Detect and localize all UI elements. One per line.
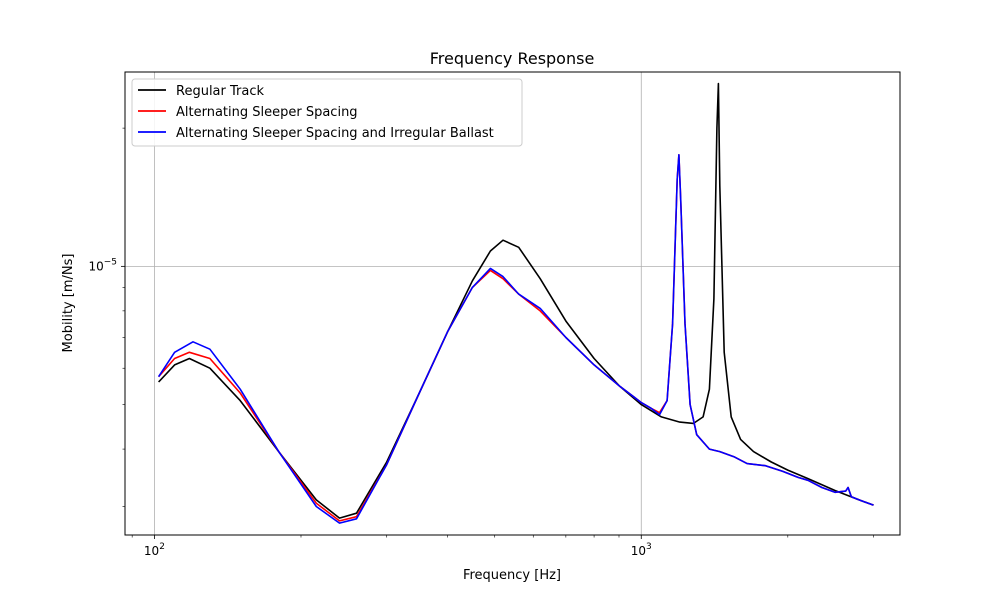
y-axis-label: Mobility [m/Ns] [61,254,76,353]
legend-box [131,78,523,147]
grid-lines [125,72,900,535]
x-tick-label: 103 [631,542,652,558]
legend-label-2: Alternating Sleeper Spacing [176,105,358,120]
x-tick-label: 102 [144,542,165,558]
legend-label-3: Alternating Sleeper Spacing and Irregula… [176,126,494,141]
x-axis-label: Frequency [Hz] [463,568,561,583]
y-tick-label: 10−5 [88,257,117,273]
series-lines [157,82,874,524]
series-line-3 [157,154,874,524]
legend-label-1: Regular Track [176,84,264,99]
legend: Regular Track Alternating Sleeper Spacing… [131,78,523,147]
plot-frame [124,71,901,536]
axis-ticks: 102 103 10−5 [88,127,874,558]
chart-title: Frequency Response [430,49,595,68]
